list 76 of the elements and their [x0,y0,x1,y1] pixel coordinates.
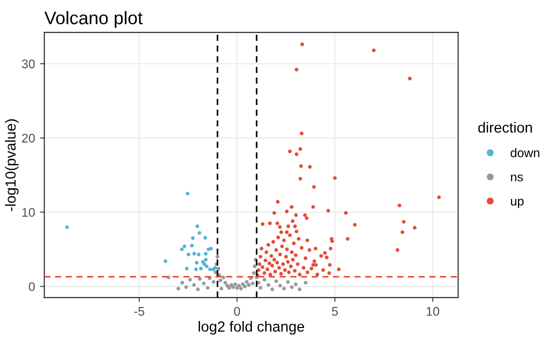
point [199,266,203,270]
point [184,285,188,289]
point [216,254,220,259]
legend-label: down [510,148,540,158]
x-tick-label: 5 [332,307,338,316]
point [252,271,256,275]
point [227,286,232,290]
point [212,280,216,284]
x-axis-title: log2 fold change [198,321,304,335]
point [225,284,230,288]
point [196,288,200,292]
point [202,282,206,286]
point [182,244,186,248]
legend-label: up [510,198,524,208]
point [198,277,202,281]
point [186,252,190,256]
point [194,267,198,272]
x-tick-label: 10 [426,306,440,316]
point [190,244,194,248]
point [204,252,208,256]
point [233,282,237,286]
point [196,252,201,256]
point [192,283,196,287]
x-tick-label: -5 [134,307,144,316]
point [180,247,184,252]
point [252,264,256,268]
point [188,278,192,282]
point [294,282,298,286]
point [198,231,202,235]
legend-label: ns [511,174,523,182]
point [164,259,168,263]
y-tick-label: 20 [22,134,35,143]
point [180,280,184,285]
point [176,286,180,290]
point [258,286,262,290]
y-tick-label: 30 [22,59,35,68]
point [290,285,294,289]
point [278,284,282,288]
point [237,284,241,288]
point [250,282,255,286]
legend-title: direction [478,122,532,133]
point [195,224,200,228]
point [194,260,199,264]
point [218,278,222,282]
point [65,225,69,229]
point [298,288,302,292]
point [203,236,207,240]
point [208,267,212,272]
x-tick-label: 0 [234,306,240,316]
y-axis-title: -log10(pvalue) [5,119,19,211]
point [286,280,290,284]
point [270,288,274,292]
point [262,278,266,282]
point [206,247,210,252]
point [266,283,270,287]
point [245,280,249,284]
point [274,279,278,284]
point [304,280,308,285]
point [206,286,210,290]
point [184,266,189,270]
y-tick-label: 10 [22,208,35,217]
y-tick-label: 0 [28,282,35,292]
point [186,192,190,196]
point [220,286,224,290]
point [282,286,286,290]
point [192,252,196,256]
point [239,286,243,290]
point [223,280,228,285]
point [222,276,226,280]
point [190,236,195,240]
point [246,283,251,287]
point [243,284,247,288]
chart-title: Volcano plot [44,11,143,28]
point [216,266,220,270]
point [204,258,208,262]
point [204,264,209,268]
